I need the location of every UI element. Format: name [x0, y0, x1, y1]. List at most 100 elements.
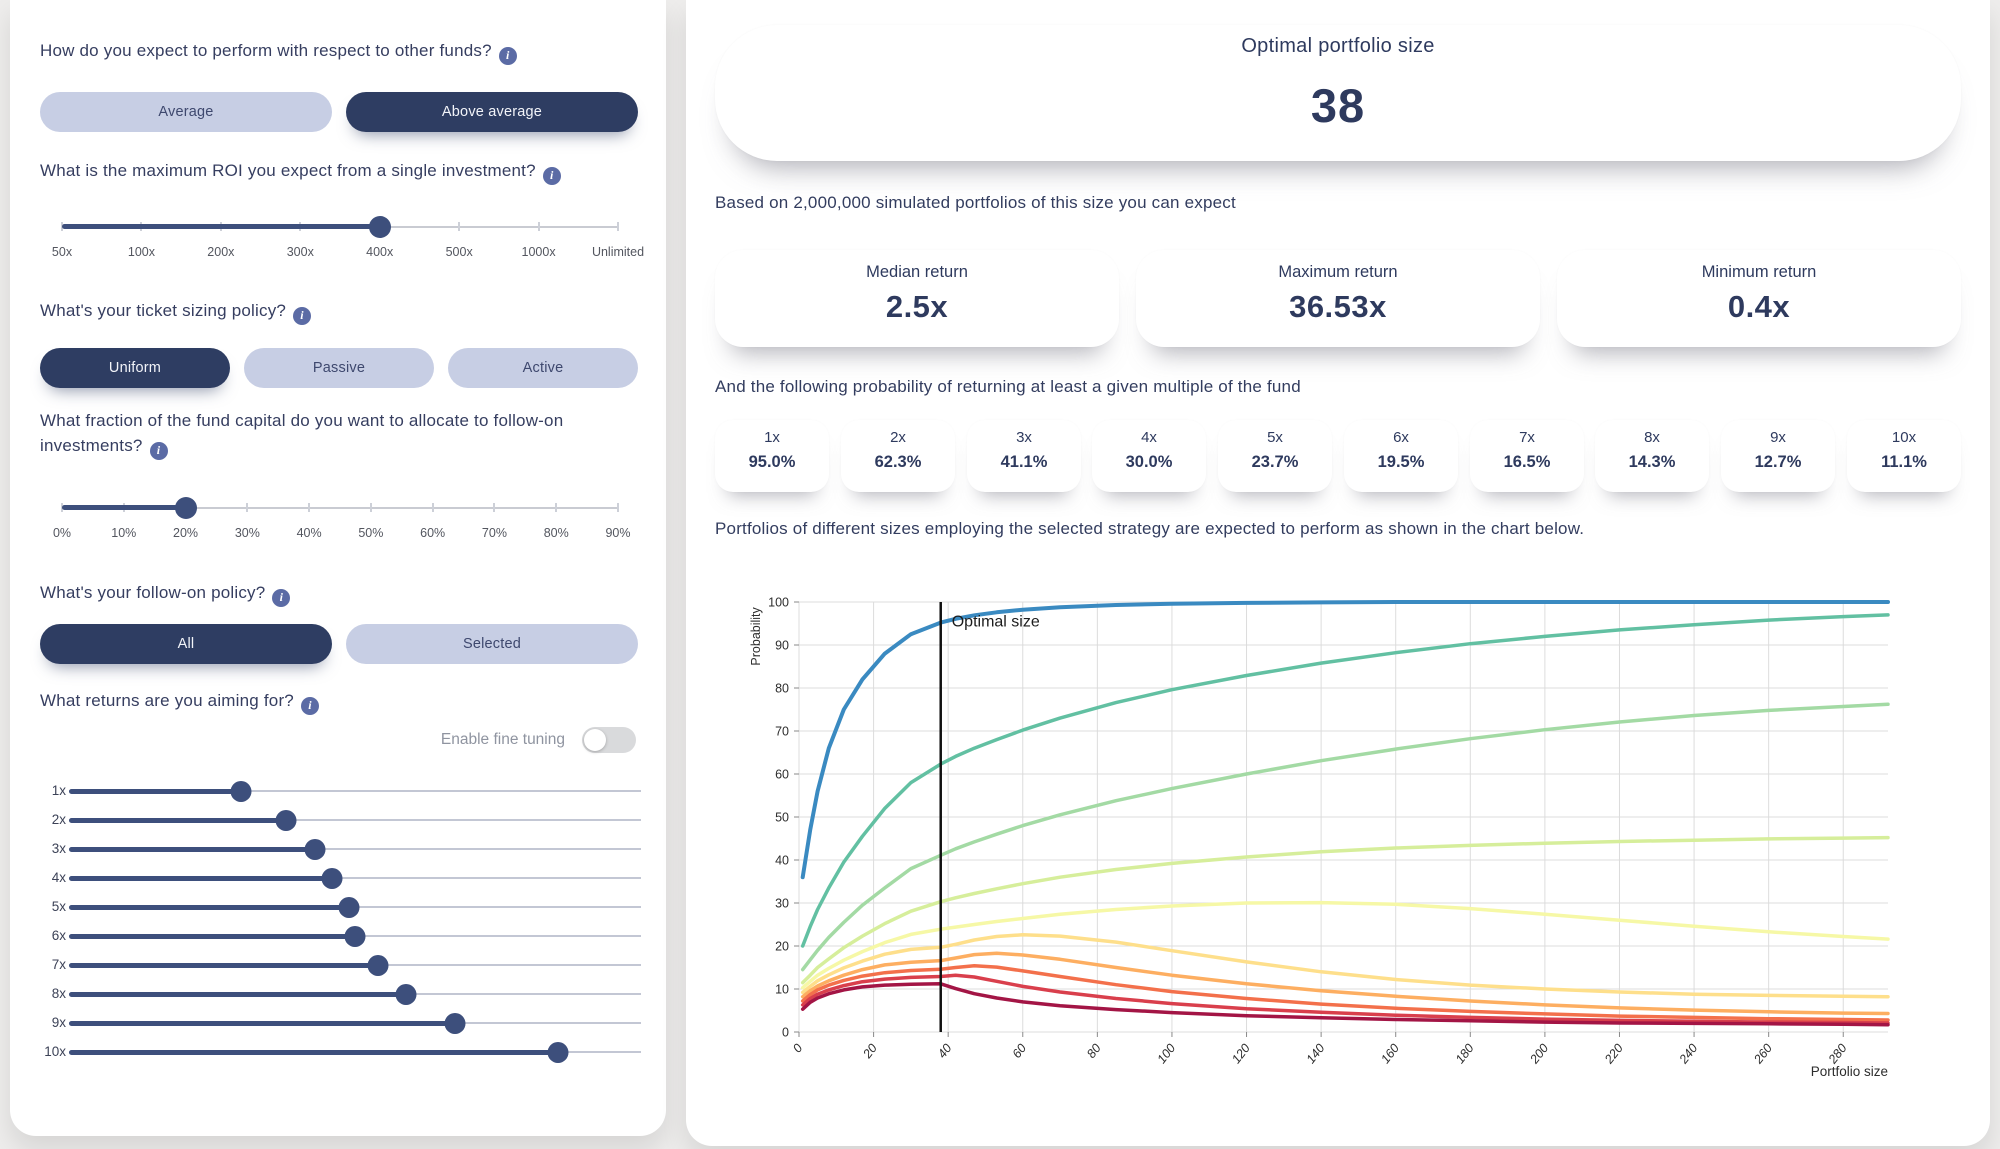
probability-text: And the following probability of returni…	[715, 377, 1301, 396]
option-uniform[interactable]: Uniform	[40, 348, 230, 388]
return-slider-label: 8x	[51, 986, 66, 1001]
option-passive[interactable]: Passive	[244, 348, 434, 388]
return-slider-label: 6x	[51, 928, 66, 943]
question-performance: How do you expect to perform with respec…	[40, 38, 646, 65]
x-tick-label: 0	[790, 1041, 805, 1055]
probability-value: 11.1%	[1881, 453, 1927, 471]
return-slider[interactable]	[69, 925, 641, 947]
slider-handle[interactable]	[547, 1041, 569, 1063]
slider-handle[interactable]	[174, 497, 197, 519]
slider-tick	[537, 222, 540, 231]
slider-handle[interactable]	[338, 896, 360, 918]
return-slider-row-6x: 6x	[40, 925, 641, 947]
series-line-8x	[800, 964, 1890, 1022]
option-above-average[interactable]: Above average	[346, 92, 638, 132]
slider-fill	[69, 1049, 559, 1055]
return-slider[interactable]	[69, 1012, 641, 1034]
y-tick-label: 20	[775, 940, 789, 954]
slider-tick	[617, 222, 619, 231]
probability-multiple: 1x	[764, 429, 780, 446]
return-slider[interactable]	[69, 838, 641, 860]
slider-handle[interactable]	[230, 780, 252, 802]
series-line-10x	[800, 982, 1890, 1027]
y-tick-label: 10	[775, 983, 789, 997]
slider-handle[interactable]	[368, 216, 391, 238]
y-tick-label: 30	[775, 897, 789, 911]
x-tick-label: 260	[1751, 1041, 1776, 1067]
stat-value: 36.53x	[1289, 289, 1387, 324]
roi-slider[interactable]: 50x 100x 200x 300x 400x 500x 1000x Unlimited	[52, 216, 644, 268]
stat-card-minimum-return: Minimum return 0.4x	[1557, 250, 1961, 347]
x-tick-label: 100	[1154, 1041, 1178, 1066]
slider-track[interactable]	[69, 819, 641, 821]
slider-tick	[308, 503, 311, 512]
y-tick-label: 60	[775, 768, 789, 782]
info-icon[interactable]: i	[498, 46, 517, 65]
probability-value: 12.7%	[1754, 453, 1802, 471]
info-icon[interactable]: i	[272, 588, 291, 607]
slider-handle[interactable]	[367, 954, 389, 976]
question-follow-on-fraction: What fraction of the fund capital do you…	[40, 408, 620, 460]
probability-card-8x: 8x 14.3%	[1595, 420, 1709, 492]
slider-handle[interactable]	[304, 838, 326, 860]
toggle-knob[interactable]	[584, 729, 606, 751]
slider-handle[interactable]	[344, 925, 366, 947]
y-tick-label: 100	[768, 596, 789, 610]
return-slider[interactable]	[69, 954, 641, 976]
option-average[interactable]: Average	[40, 92, 332, 132]
probability-card-10x: 10x 11.1%	[1847, 420, 1961, 492]
slider-handle[interactable]	[444, 1012, 466, 1034]
follow-on-fraction-slider[interactable]: 0% 10% 20% 30% 40% 50% 60% 70% 80% 90%	[53, 497, 631, 549]
probability-card-6x: 6x 19.5%	[1344, 420, 1458, 492]
probability-multiple: 6x	[1393, 429, 1409, 446]
return-slider[interactable]	[69, 983, 641, 1005]
slider-track[interactable]	[62, 507, 618, 509]
slider-tick-label: 200x	[207, 245, 235, 259]
x-tick-label: 240	[1676, 1041, 1701, 1067]
return-slider[interactable]	[69, 809, 641, 831]
question-follow-on-policy: What's your follow-on policy? i	[40, 580, 646, 607]
based-on-text: Based on 2,000,000 simulated portfolios …	[715, 193, 1236, 212]
performance-options: Average Above average	[40, 92, 638, 132]
slider-tick-label: 80%	[543, 526, 569, 540]
stat-label: Median return	[866, 263, 968, 281]
slider-tick-label: 30%	[234, 526, 260, 540]
slider-handle[interactable]	[395, 983, 417, 1005]
return-slider[interactable]	[69, 1041, 641, 1063]
y-tick-label: 90	[775, 639, 789, 653]
slider-track[interactable]	[69, 790, 641, 792]
probability-value: 30.0%	[1125, 453, 1173, 471]
slider-track[interactable]	[69, 877, 641, 879]
fine-tuning-toggle[interactable]	[582, 727, 636, 753]
slider-tick-label: 500x	[445, 245, 473, 259]
return-slider-row-1x: 1x	[40, 780, 641, 802]
chart-caption: Portfolios of different sizes employing …	[715, 519, 1585, 538]
option-all[interactable]: All	[40, 624, 332, 664]
question-ticket-sizing-label: What's your ticket sizing policy?	[40, 301, 287, 320]
info-icon[interactable]: i	[149, 441, 168, 460]
slider-fill	[69, 875, 333, 881]
return-slider[interactable]	[69, 867, 641, 889]
ticket-sizing-options: Uniform Passive Active	[40, 348, 638, 388]
slider-handle[interactable]	[321, 867, 343, 889]
slider-tick	[458, 222, 461, 231]
info-icon[interactable]: i	[542, 166, 561, 185]
slider-handle[interactable]	[275, 809, 297, 831]
option-active[interactable]: Active	[448, 348, 638, 388]
probability-multiple: 4x	[1141, 429, 1157, 446]
info-icon[interactable]: i	[293, 306, 312, 325]
return-slider[interactable]	[69, 896, 641, 918]
slider-tick-label: 60%	[420, 526, 446, 540]
return-slider[interactable]	[69, 780, 641, 802]
slider-fill	[69, 817, 287, 823]
question-returns-label: What returns are you aiming for?	[40, 691, 294, 710]
slider-track[interactable]	[69, 848, 641, 850]
option-selected[interactable]: Selected	[346, 624, 638, 664]
return-slider-label: 5x	[51, 899, 66, 914]
info-icon[interactable]: i	[300, 696, 319, 715]
x-tick-label: 220	[1601, 1041, 1626, 1067]
stat-card-median-return: Median return 2.5x	[715, 250, 1119, 347]
return-slider-label: 3x	[51, 841, 66, 856]
series-line-5x	[800, 900, 1890, 990]
